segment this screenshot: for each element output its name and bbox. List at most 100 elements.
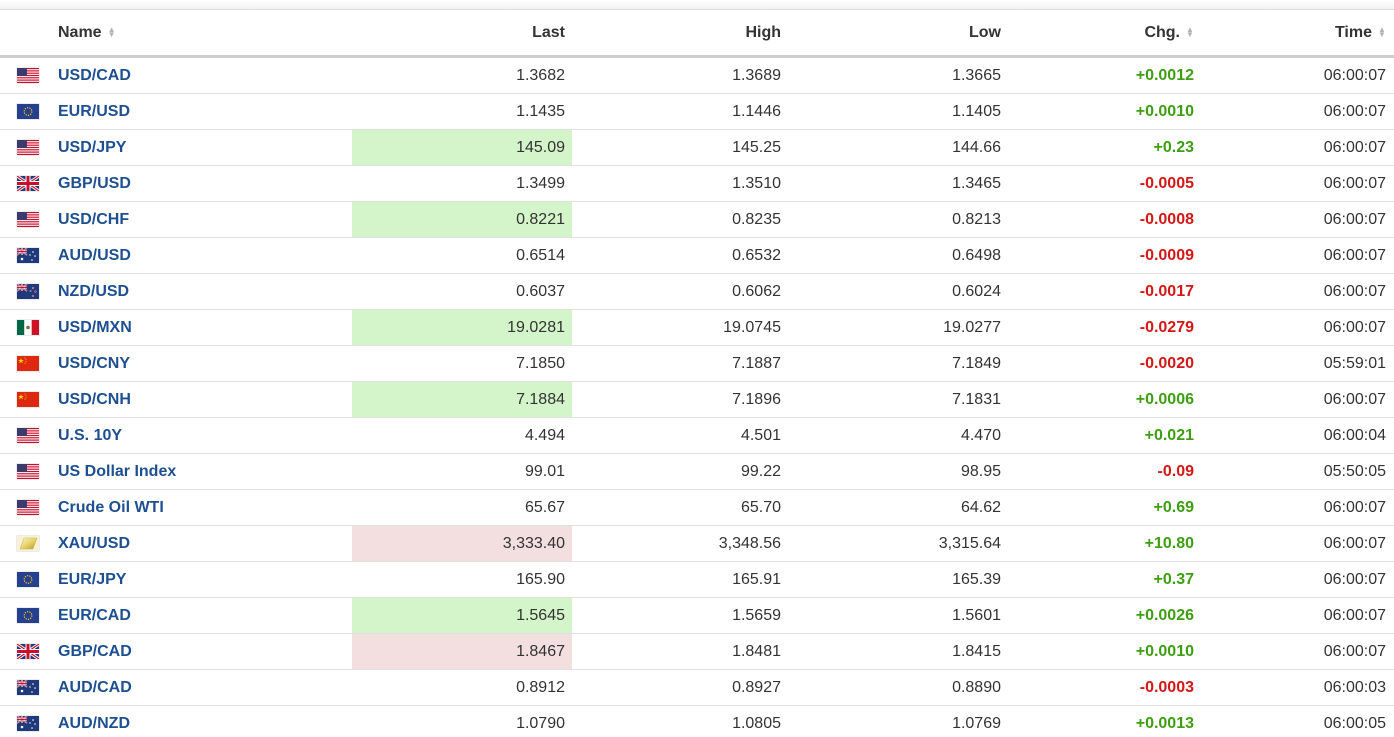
flag-cell [0, 706, 52, 737]
last-price-cell: 0.6037 [352, 273, 572, 310]
sort-icon[interactable]: ▲ ▼ [1378, 25, 1386, 40]
instrument-link[interactable]: US Dollar Index [58, 462, 177, 480]
high-price-cell: 65.70 [572, 489, 789, 526]
instrument-link[interactable]: AUD/USD [58, 246, 131, 264]
high-price-cell: 99.22 [572, 453, 789, 490]
instrument-name-cell: U.S. 10Y [52, 417, 352, 454]
instrument-name-cell: GBP/USD [52, 165, 352, 202]
header-last-label: Last [532, 23, 565, 41]
flag-cell [0, 417, 52, 454]
table-row[interactable]: USD/CNY 7.1850 7.1887 7.1849 -0.0020 05:… [0, 345, 1394, 382]
time-cell: 06:00:07 [1202, 201, 1394, 238]
time-cell: 06:00:05 [1323, 714, 1386, 732]
instrument-link[interactable]: USD/CNH [58, 390, 131, 408]
time-cell: 06:00:04 [1202, 417, 1394, 454]
flag-cell [0, 669, 52, 706]
header-low[interactable]: Low [789, 10, 1009, 58]
instrument-link[interactable]: AUD/NZD [58, 714, 130, 732]
flag-cell [0, 561, 52, 598]
change-cell: +0.0013 [1135, 714, 1194, 732]
instrument-link[interactable]: GBP/CAD [58, 642, 132, 660]
table-row[interactable]: Crude Oil WTI 65.67 65.70 64.62 +0.69 06… [0, 489, 1394, 526]
instrument-link[interactable]: AUD/CAD [58, 678, 132, 696]
instrument-link[interactable]: EUR/JPY [58, 570, 127, 588]
instrument-link[interactable]: USD/CHF [58, 210, 130, 228]
instrument-link[interactable]: XAU/USD [58, 534, 131, 552]
instrument-link[interactable]: U.S. 10Y [58, 426, 123, 444]
change-cell: -0.0005 [1009, 165, 1202, 202]
table-row[interactable]: USD/CAD 1.3682 1.3689 1.3665 +0.0012 06:… [0, 56, 1394, 94]
instrument-link[interactable]: GBP/USD [58, 174, 131, 192]
low-price-cell: 64.62 [789, 489, 1009, 526]
last-price-cell: 99.01 [352, 453, 572, 490]
flag-cell [0, 56, 52, 94]
table-row[interactable]: USD/CNH 7.1884 7.1896 7.1831 +0.0006 06:… [0, 381, 1394, 418]
high-price-cell: 0.8927 [572, 669, 789, 706]
instrument-name-cell: GBP/CAD [52, 633, 352, 670]
instrument-name-cell: USD/JPY [52, 129, 352, 166]
high-price-cell: 3,348.56 [572, 525, 789, 562]
instrument-link[interactable]: USD/CAD [58, 66, 131, 84]
header-chg[interactable]: Chg. ▲ ▼ [1009, 10, 1202, 58]
time-cell: 06:00:07 [1202, 381, 1394, 418]
time-cell: 06:00:07 [1202, 489, 1394, 526]
instrument-link[interactable]: USD/MXN [58, 318, 132, 336]
high-price-cell: 19.0745 [572, 309, 789, 346]
uk-flag-icon [17, 175, 39, 191]
flag-cell [0, 309, 52, 346]
gold-flag-icon [17, 535, 39, 551]
header-name[interactable]: Name ▲ ▼ [52, 10, 352, 58]
time-cell: 06:00:07 [1202, 309, 1394, 346]
time-cell: 06:00:07 [1202, 561, 1394, 598]
table-row[interactable]: XAU/USD 3,333.40 3,348.56 3,315.64 +10.8… [0, 525, 1394, 562]
table-row[interactable]: NZD/USD 0.6037 0.6062 0.6024 -0.0017 06:… [0, 273, 1394, 310]
sort-icon[interactable]: ▲ ▼ [1186, 25, 1194, 40]
change-cell: -0.0008 [1009, 201, 1202, 238]
mx-flag-icon [17, 319, 39, 335]
last-price-cell: 0.6514 [352, 237, 572, 274]
instrument-link[interactable]: USD/JPY [58, 138, 127, 156]
low-price-cell: 98.95 [789, 453, 1009, 490]
table-row[interactable]: EUR/CAD 1.5645 1.5659 1.5601 +0.0026 06:… [0, 597, 1394, 634]
flag-cell [0, 633, 52, 670]
high-price-cell: 1.3689 [572, 56, 789, 94]
cn-flag-icon [17, 355, 39, 371]
low-price-cell: 1.3465 [789, 165, 1009, 202]
table-row[interactable]: EUR/JPY 165.90 165.91 165.39 +0.37 06:00… [0, 561, 1394, 598]
time-cell: 06:00:07 [1202, 237, 1394, 274]
instrument-link[interactable]: USD/CNY [58, 354, 131, 372]
instrument-link[interactable]: NZD/USD [58, 282, 130, 300]
instrument-name-cell: AUD/USD [52, 237, 352, 274]
change-cell: -0.0020 [1009, 345, 1202, 382]
instrument-link[interactable]: EUR/USD [58, 102, 131, 120]
header-time[interactable]: Time ▲ ▼ [1202, 10, 1394, 58]
header-last[interactable]: Last [352, 10, 572, 58]
time-cell: 05:50:05 [1202, 453, 1394, 490]
table-row[interactable]: AUD/NZD 1.0790 1.0805 1.0769 +0.0013 06:… [0, 706, 1394, 737]
table-body: USD/CAD 1.3682 1.3689 1.3665 +0.0012 06:… [0, 56, 1394, 737]
flag-cell [0, 93, 52, 130]
low-price-cell: 0.8213 [789, 201, 1009, 238]
us-flag-icon [17, 427, 39, 443]
header-row: Name ▲ ▼ Last High Low Chg. ▲ ▼ Time ▲ ▼ [0, 10, 1394, 58]
table-row[interactable]: US Dollar Index 99.01 99.22 98.95 -0.09 … [0, 453, 1394, 490]
header-high[interactable]: High [572, 10, 789, 58]
table-row[interactable]: AUD/CAD 0.8912 0.8927 0.8890 -0.0003 06:… [0, 669, 1394, 706]
table-row[interactable]: EUR/USD 1.1435 1.1446 1.1405 +0.0010 06:… [0, 93, 1394, 130]
high-price-cell: 1.0805 [732, 714, 781, 732]
instrument-link[interactable]: Crude Oil WTI [58, 498, 164, 516]
time-cell: 06:00:07 [1202, 129, 1394, 166]
instrument-name-cell: AUD/NZD [52, 706, 352, 737]
table-row[interactable]: U.S. 10Y 4.494 4.501 4.470 +0.021 06:00:… [0, 417, 1394, 454]
table-row[interactable]: GBP/CAD 1.8467 1.8481 1.8415 +0.0010 06:… [0, 633, 1394, 670]
flag-cell [0, 273, 52, 310]
instrument-link[interactable]: EUR/CAD [58, 606, 131, 624]
table-row[interactable]: USD/CHF 0.8221 0.8235 0.8213 -0.0008 06:… [0, 201, 1394, 238]
sort-icon[interactable]: ▲ ▼ [107, 25, 116, 40]
table-row[interactable]: USD/MXN 19.0281 19.0745 19.0277 -0.0279 … [0, 309, 1394, 346]
table-row[interactable]: AUD/USD 0.6514 0.6532 0.6498 -0.0009 06:… [0, 237, 1394, 274]
table-row[interactable]: GBP/USD 1.3499 1.3510 1.3465 -0.0005 06:… [0, 165, 1394, 202]
table-row[interactable]: USD/JPY 145.09 145.25 144.66 +0.23 06:00… [0, 129, 1394, 166]
high-price-cell: 0.6062 [572, 273, 789, 310]
instrument-name-cell: US Dollar Index [52, 453, 352, 490]
